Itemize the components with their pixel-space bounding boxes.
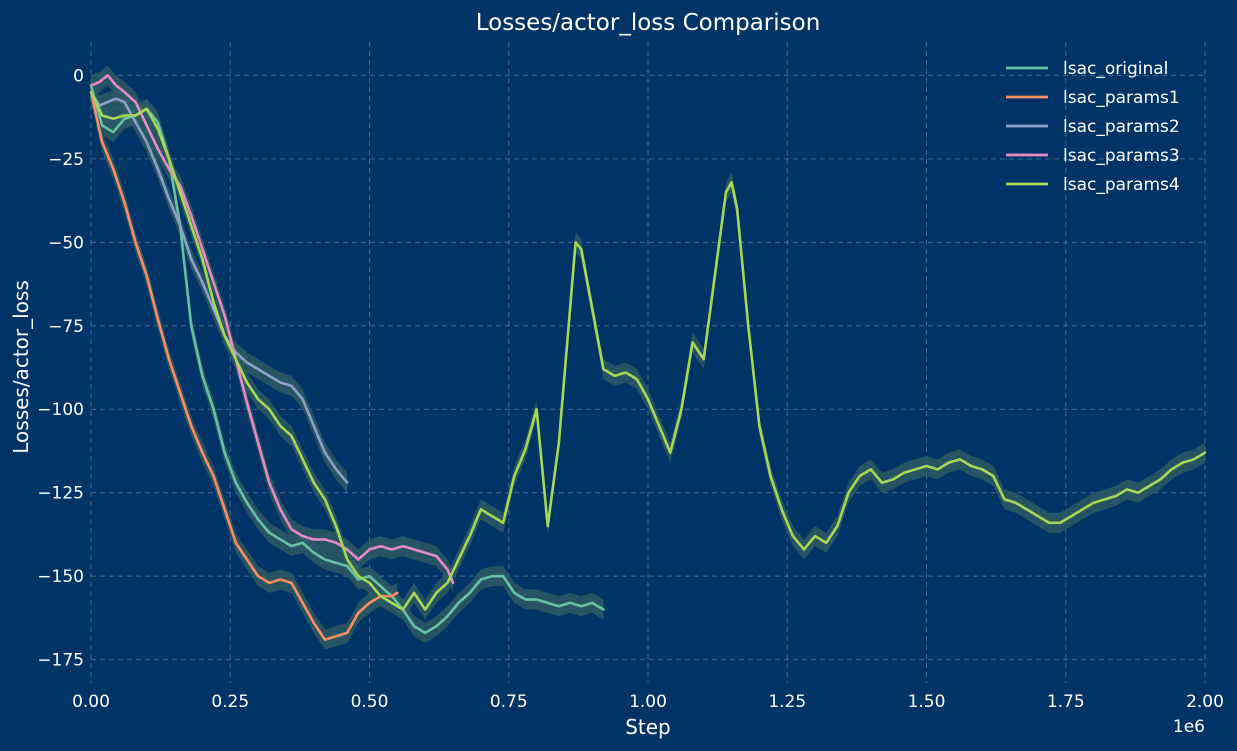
legend-item-lsac_params2: lsac_params2 bbox=[1006, 117, 1180, 137]
x-tick-label: 1.00 bbox=[629, 692, 667, 712]
y-axis-ticks: 0 −25 −50 −75 −100 −125 −150 −175 bbox=[37, 66, 84, 670]
legend-label: lsac_params4 bbox=[1063, 175, 1180, 195]
series-line-lsac_params3 bbox=[89, 74, 455, 585]
series-line-lsac_original bbox=[89, 84, 605, 635]
y-axis-label: Losses/actor_loss bbox=[9, 280, 33, 454]
legend-item-lsac_params1: lsac_params1 bbox=[1006, 88, 1180, 108]
legend-item-lsac_params3: lsac_params3 bbox=[1006, 146, 1180, 166]
x-tick-label: 1.50 bbox=[908, 692, 946, 712]
series-line-lsac_params4 bbox=[89, 90, 1207, 611]
y-tick-label: −100 bbox=[37, 400, 84, 420]
x-tick-label: 0.25 bbox=[211, 692, 249, 712]
legend-label: lsac_original bbox=[1063, 59, 1168, 79]
x-axis-scale-label: 1e6 bbox=[1173, 717, 1205, 737]
legend-item-lsac_params4: lsac_params4 bbox=[1006, 175, 1180, 195]
x-tick-label: 0.50 bbox=[351, 692, 389, 712]
series-lines bbox=[89, 74, 1207, 641]
y-tick-label: −125 bbox=[37, 484, 84, 504]
y-tick-label: −50 bbox=[48, 233, 84, 253]
x-tick-label: 0.75 bbox=[490, 692, 528, 712]
x-tick-label: 2.00 bbox=[1186, 692, 1224, 712]
series-line-lsac_params2 bbox=[89, 90, 349, 484]
band-lsac_params2 bbox=[91, 82, 348, 493]
x-tick-label: 1.25 bbox=[768, 692, 806, 712]
series-line-lsac_params1 bbox=[89, 90, 399, 641]
y-tick-label: −175 bbox=[37, 651, 84, 671]
x-axis-label: Step bbox=[625, 715, 671, 739]
legend-item-lsac_original: lsac_original bbox=[1006, 59, 1168, 79]
legend-label: lsac_params1 bbox=[1063, 88, 1180, 108]
legend: lsac_original lsac_params1 lsac_params2lsa… bbox=[1006, 59, 1180, 195]
x-axis-ticks: 0.00 0.25 0.50 0.75 1.00 1.25 1.50 1.75 2.00 bbox=[72, 692, 1224, 712]
chart-title: Losses/actor_loss Comparison bbox=[476, 10, 821, 36]
x-tick-label: 1.75 bbox=[1047, 692, 1085, 712]
y-tick-label: −150 bbox=[37, 567, 84, 587]
y-tick-label: 0 bbox=[73, 66, 84, 86]
x-tick-label: 0.00 bbox=[72, 692, 110, 712]
y-tick-label: −25 bbox=[48, 150, 84, 170]
y-tick-label: −75 bbox=[48, 317, 84, 337]
legend-label: lsac_params3 bbox=[1063, 146, 1180, 166]
legend-label: lsac_params2 bbox=[1063, 117, 1180, 137]
